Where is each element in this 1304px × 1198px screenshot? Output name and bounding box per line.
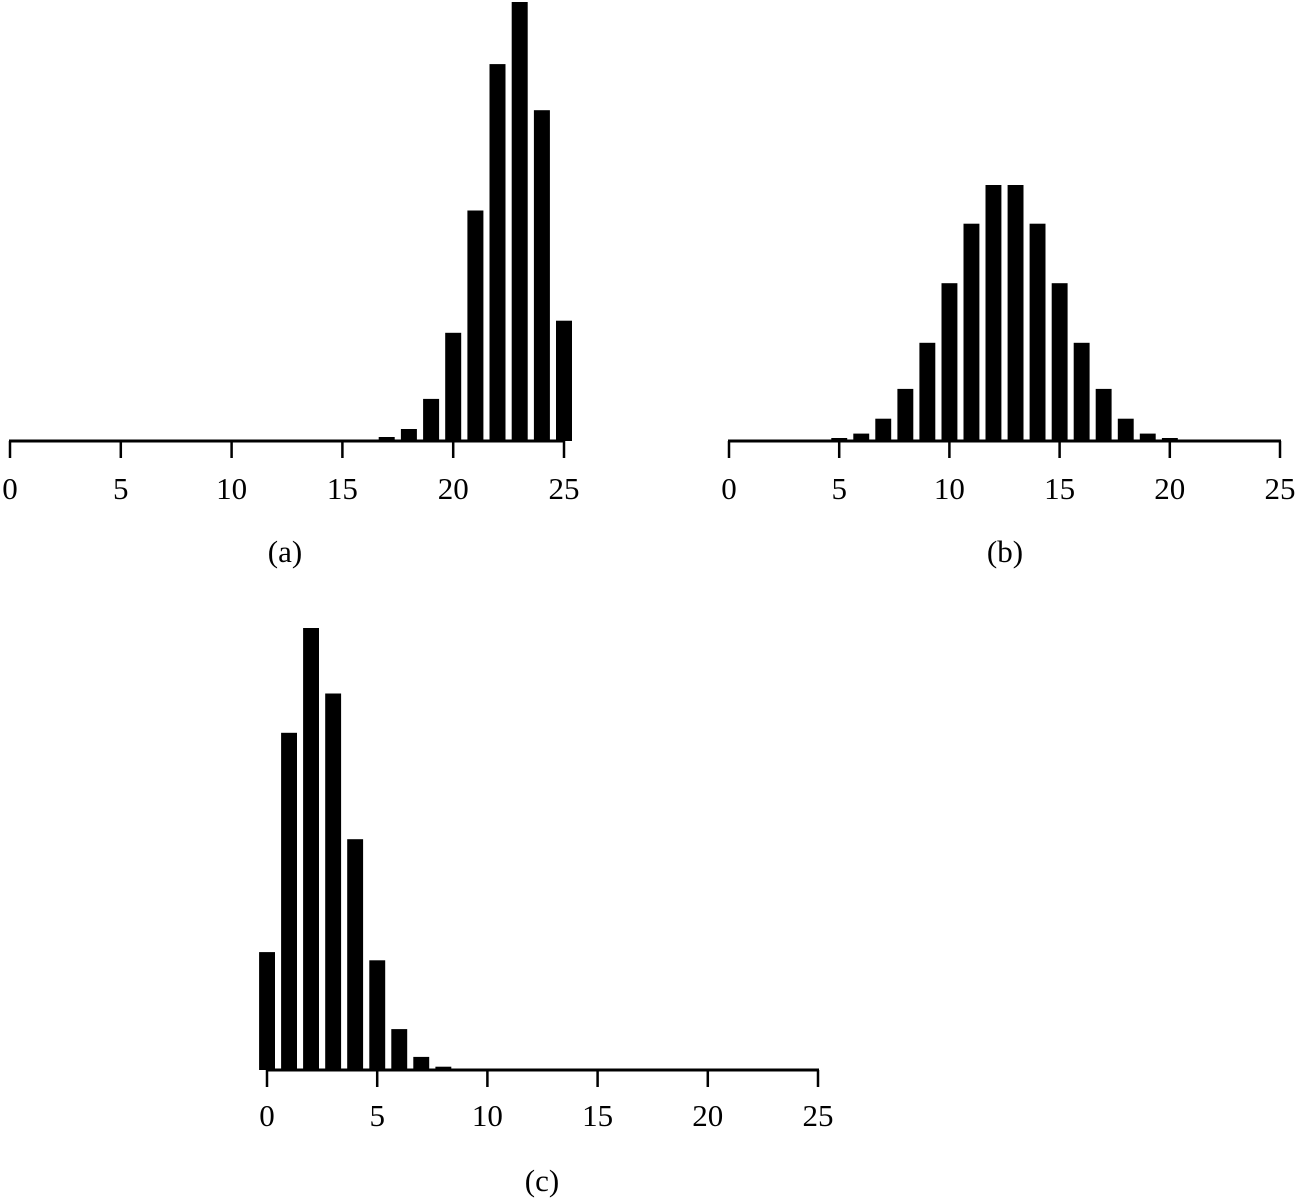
bar-a-21: [467, 210, 484, 441]
bar-a-18: [400, 429, 417, 441]
bar-b-6: [853, 433, 870, 441]
bar-c-0: [259, 952, 275, 1070]
bar-b-10: [941, 283, 958, 441]
x-tick-label-a-0: 0: [2, 471, 18, 506]
x-tick-label-b-25: 25: [1265, 471, 1296, 506]
x-tick-label-a-20: 20: [438, 471, 469, 506]
bar-a-19: [423, 398, 440, 441]
bar-a-17: [378, 437, 395, 441]
x-tick-label-c-0: 0: [259, 1098, 275, 1133]
bar-c-8: [435, 1066, 452, 1070]
bar-c-3: [325, 693, 342, 1070]
x-tick-label-b-15: 15: [1044, 471, 1075, 506]
x-tick-label-b-10: 10: [934, 471, 965, 506]
x-tick-label-a-15: 15: [327, 471, 358, 506]
chart-panel-a: 0 5 10 15 20 25 (a): [2, 2, 580, 569]
bar-b-8: [897, 388, 914, 441]
panel-label-a: (a): [268, 534, 302, 569]
bar-b-16: [1073, 342, 1090, 441]
bar-b-14: [1029, 223, 1046, 441]
x-tick-label-c-15: 15: [582, 1098, 613, 1133]
bar-b-17: [1095, 388, 1112, 441]
bar-c-2: [303, 628, 319, 1070]
bar-a-20: [445, 332, 462, 441]
x-tick-label-c-25: 25: [803, 1098, 834, 1133]
x-tick-label-c-5: 5: [369, 1098, 385, 1133]
bar-b-18: [1117, 418, 1134, 441]
bar-b-15: [1051, 283, 1068, 441]
bar-b-9: [919, 342, 936, 441]
bar-a-25: [556, 320, 572, 441]
bar-c-7: [413, 1056, 430, 1070]
bar-a-24: [533, 110, 550, 441]
bar-b-11: [963, 223, 980, 441]
panel-label-b: (b): [987, 534, 1023, 569]
bar-c-4: [347, 839, 364, 1070]
x-tick-label-b-5: 5: [831, 471, 847, 506]
chart-panel-b: 0 5 10 15 20 25 (b): [721, 185, 1296, 569]
x-tick-label-a-5: 5: [113, 471, 129, 506]
x-tick-label-c-20: 20: [692, 1098, 723, 1133]
x-tick-label-a-25: 25: [549, 471, 580, 506]
bar-a-23: [511, 2, 528, 441]
panel-label-c: (c): [525, 1163, 559, 1198]
bar-b-7: [875, 418, 892, 441]
bar-c-6: [391, 1029, 408, 1070]
x-tick-label-a-10: 10: [216, 471, 247, 506]
bar-b-19: [1139, 433, 1156, 441]
bar-b-12: [985, 185, 1002, 441]
bar-c-5: [369, 960, 386, 1070]
chart-panel-c: 0 5 10 15 20 25 (c): [259, 628, 834, 1198]
bar-c-1: [281, 732, 297, 1070]
bar-a-22: [489, 64, 506, 441]
x-tick-label-c-10: 10: [472, 1098, 503, 1133]
x-tick-label-b-0: 0: [721, 471, 737, 506]
x-tick-label-b-20: 20: [1154, 471, 1185, 506]
bar-b-13: [1007, 185, 1024, 441]
